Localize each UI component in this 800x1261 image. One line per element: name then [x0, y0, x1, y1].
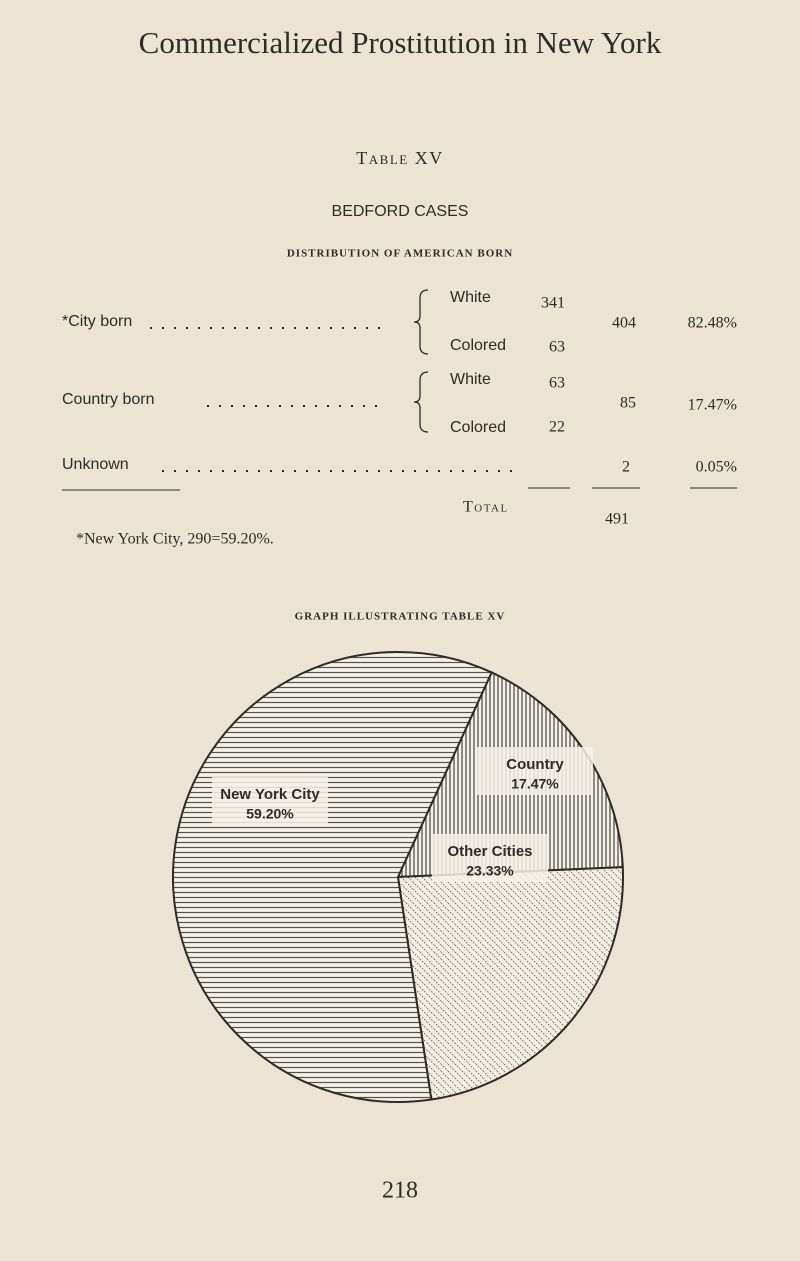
brace: [413, 289, 429, 355]
row-percent: 17.47%: [688, 397, 737, 414]
footnote: *New York City, 290=59.20%.: [76, 531, 274, 548]
slice-percent: 17.47%: [511, 776, 559, 792]
breakdown-count: 22: [549, 419, 565, 436]
table-title: Table XV: [356, 148, 443, 168]
row-label: Country born: [62, 391, 155, 408]
row-percent: 82.48%: [688, 315, 737, 332]
row-count: 404: [612, 315, 636, 332]
page-number: 218: [382, 1178, 418, 1204]
breakdown-label: White: [450, 371, 491, 388]
pie-slice: [172, 651, 493, 1103]
breakdown-label: Colored: [450, 419, 506, 436]
slice-name: Other Cities: [447, 843, 532, 860]
breakdown-label: Colored: [450, 337, 506, 354]
slice-label-bg: [432, 834, 548, 882]
slice-label-bg: [212, 777, 328, 825]
brace: [413, 371, 429, 433]
graph-title: GRAPH ILLUSTRATING TABLE XV: [295, 611, 506, 623]
pie-slice: [396, 866, 624, 1101]
slice-name: New York City: [220, 786, 320, 803]
pie-chart: Country 17.47% Other Cities 23.33% New York …: [172, 651, 624, 1103]
table-subtitle: BEDFORD CASES: [332, 203, 469, 220]
row-count: 85: [620, 395, 636, 412]
row-count: 2: [622, 459, 630, 476]
breakdown-count: 341: [541, 295, 565, 312]
slice-name: Country: [506, 756, 564, 773]
total-label: Total: [463, 499, 509, 516]
row-label: Unknown: [62, 456, 129, 473]
table-caption: DISTRIBUTION OF AMERICAN BORN: [287, 248, 513, 260]
breakdown-count: 63: [549, 375, 565, 392]
slice-percent: 23.33%: [466, 863, 514, 879]
total-count: 491: [605, 511, 629, 528]
row-percent: 0.05%: [696, 459, 737, 476]
row-label: *City born: [62, 313, 132, 330]
running-title: Commercialized Prostitution in New York: [139, 25, 662, 60]
breakdown-count: 63: [549, 339, 565, 356]
slice-percent: 59.20%: [246, 806, 294, 822]
slice-label-bg: [477, 747, 593, 795]
breakdown-label: White: [450, 289, 491, 306]
